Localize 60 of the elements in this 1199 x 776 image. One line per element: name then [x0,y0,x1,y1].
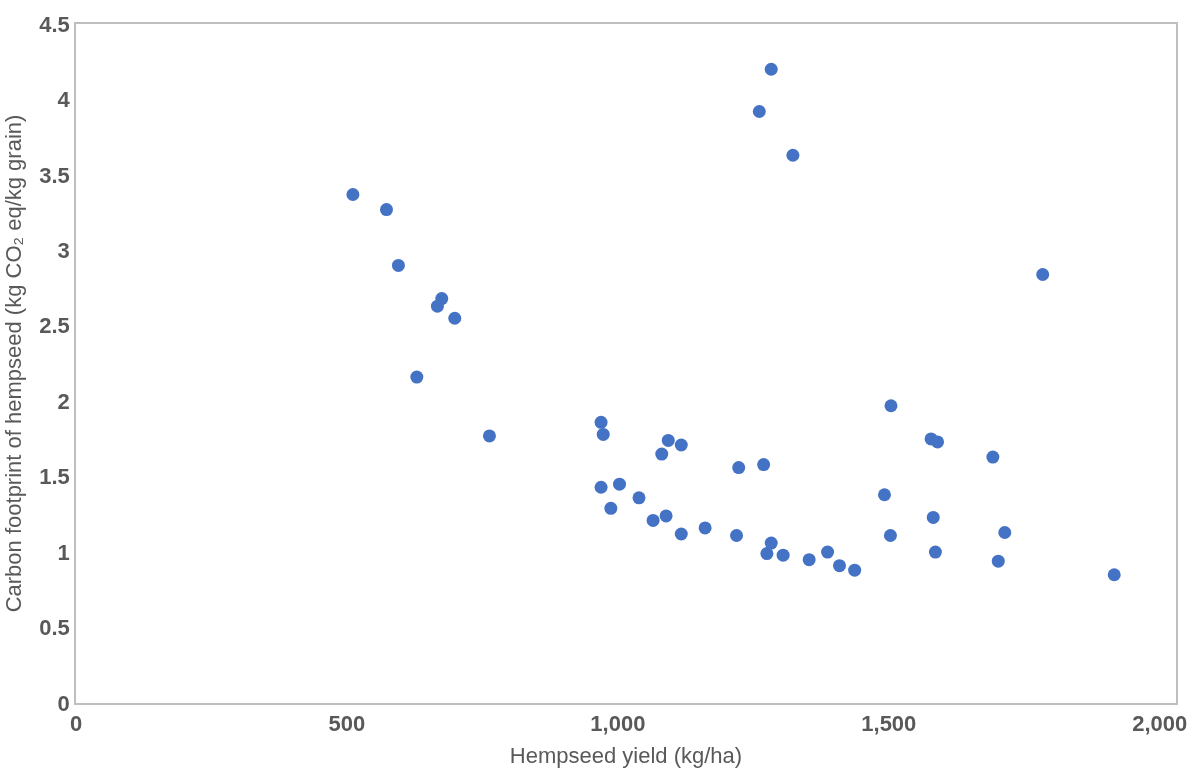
point [752,105,766,119]
point [786,148,800,162]
point [482,429,496,443]
y-axis-title: Carbon footprint of hempseed (kg CO₂ eq/kg grain) [0,114,26,613]
point [674,527,688,541]
point [991,554,1005,568]
point [883,529,897,542]
point [931,435,945,449]
point [346,188,360,201]
point [821,545,835,559]
point [674,438,688,452]
point [613,477,626,491]
x-tick-label: 2,000 [1132,711,1188,737]
point [430,299,444,313]
point [764,536,778,550]
point [604,501,618,515]
y-tick-label: 3.5 [39,162,70,188]
point [776,548,790,562]
point [655,447,669,461]
y-tick-label: 3 [57,238,70,264]
point [757,458,771,472]
y-tick-label: 2 [57,388,70,414]
point [391,258,405,272]
point [986,450,1000,464]
point [730,529,744,542]
point [448,311,462,325]
y-tick-label: 2.5 [39,313,70,339]
point [698,521,712,535]
y-tick-label: 4.5 [39,11,70,37]
y-tick-label: 1 [57,539,70,565]
point [632,491,646,505]
point [1107,568,1121,582]
x-axis-title: Hempseed yield (kg/ha) [509,742,743,768]
point [877,488,891,502]
point [848,563,862,577]
point [380,203,393,217]
point [926,510,940,524]
point [732,461,746,475]
x-tick-label: 1,000 [590,711,646,737]
point [410,370,424,384]
y-tick-label: 4 [57,87,71,113]
point [1036,267,1050,281]
point [802,553,816,567]
point [760,547,774,561]
point [594,415,608,429]
point [596,427,610,441]
y-tick-label: 1.5 [39,464,70,490]
y-tick-label: 0.5 [39,615,70,641]
x-tick-label: 1,500 [861,711,917,737]
x-tick-label: 500 [328,711,366,737]
point [928,545,942,559]
point [884,399,898,413]
y-tick-label: 0 [57,690,70,716]
point [764,62,778,76]
point [833,559,846,573]
point [998,526,1012,539]
point [594,480,608,494]
point [646,513,660,527]
point [659,509,673,523]
point [661,433,675,447]
